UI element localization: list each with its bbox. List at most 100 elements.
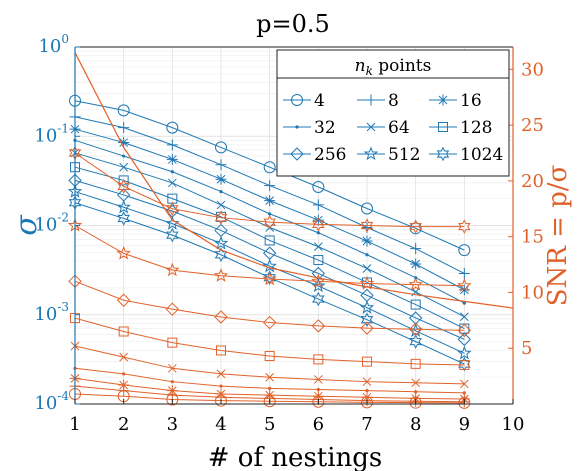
sigma-point-16 [118,137,130,149]
x-tick-label: 8 [410,414,421,435]
snr-point-64 [167,363,177,373]
snr-point-1024 [166,201,179,217]
snr-point-64 [313,375,323,384]
legend-entry-512: 512 [357,145,420,165]
legend-box [276,49,510,177]
legend-label: 256 [314,145,346,165]
sigma-series-8 [69,111,470,279]
sigma-line-1024 [74,202,465,365]
x-tick-label: 9 [459,414,470,435]
sigma-line-128 [74,166,465,330]
snr-point-64 [216,369,226,379]
snr-point-16 [118,379,130,391]
y-left-tick-label: 10-1 [34,121,69,146]
legend-entry-64: 64 [357,118,410,138]
y-left-tick-label: 10-4 [34,389,69,414]
sigma-point-8 [166,139,178,151]
snr-point-256 [262,315,277,330]
snr-point-1024 [117,179,130,194]
snr-line-top [74,52,514,309]
snr-point-512 [262,271,277,286]
sigma-point-16 [215,173,227,185]
sigma-point-8 [312,199,324,211]
snr-point-64 [362,377,372,387]
sigma-point-8 [264,180,276,192]
y-left-tick-label: 100 [38,32,69,57]
snr-point-16 [215,388,227,400]
x-tick-label: 5 [264,414,275,435]
snr-point-16 [361,391,373,403]
snr-point-16 [264,389,276,401]
snr-point-256 [165,302,180,316]
legend-marker [436,146,450,162]
y-axis-right-label: SNR = p/σ [543,165,573,307]
snr-point-256 [360,321,374,335]
sigma-series-32 [73,138,466,305]
snr-point-128 [410,358,421,369]
sigma-point-32 [170,170,174,174]
y-right-tick-label: 30 [521,59,544,80]
sigma-point-32 [122,154,126,158]
legend-marker [365,94,377,106]
legend-entry-8: 8 [357,91,399,111]
sigma-point-1024 [458,356,471,372]
snr-point-64 [459,379,469,389]
snr-point-128 [167,337,178,348]
snr-point-512 [213,268,229,282]
snr-point-32 [268,386,272,390]
snr-point-64 [119,352,129,362]
snr-point-1024 [409,219,422,234]
sigma-point-16 [410,258,422,270]
snr-point-16 [166,385,178,397]
sigma-point-4 [263,161,276,174]
snr-point-32 [365,389,369,393]
y-axis-left-label: σ [9,214,44,236]
y-left-tick-label: 10-2 [34,211,69,236]
snr-curves [67,52,514,409]
sigma-point-16 [361,235,373,247]
sigma-point-8 [458,267,470,279]
y-right-tick-label: 25 [521,115,544,136]
snr-point-256 [214,310,228,324]
sigma-point-32 [316,231,320,235]
tick-labels: 1 2 3 4 5 6 7 8 9 10 10-4 10-3 10-2 10-1 100 5 10 15 20 25 3… [34,32,544,435]
snr-line-1024 [74,152,465,228]
snr-point-512 [165,262,180,277]
sigma-point-32 [462,301,466,305]
legend-entry-1024: 1024 [429,145,503,165]
sigma-point-64 [459,312,469,322]
y-right-tick-label: 10 [521,282,544,303]
snr-series-16 [69,372,470,405]
snr-point-128 [264,351,275,362]
sigma-point-512 [165,215,180,230]
legend: nk points 4 8 16 32 64 128 256 512 1024 [276,49,510,177]
legend-marker [366,122,376,132]
sigma-point-64 [216,200,226,210]
snr-series-32 [73,366,466,395]
snr-point-128 [459,359,470,370]
legend-label: 8 [388,91,399,111]
snr-point-1024 [214,210,228,225]
snr-point-128 [313,354,324,365]
snr-point-256 [311,319,326,333]
snr-point-128 [216,345,226,356]
x-tick-label: 4 [215,414,226,435]
snr-point-256 [116,293,131,307]
snr-point-512 [408,276,423,291]
snr-point-256 [457,323,472,338]
x-tick-label: 1 [69,414,80,435]
legend-marker [437,94,449,106]
sigma-point-32 [365,253,369,257]
y-left-tick-label: 10-3 [34,300,69,325]
x-tick-label: 2 [118,414,129,435]
snr-series-128 [70,313,470,370]
snr-point-32 [316,387,320,392]
sigma-point-64 [119,162,129,172]
sigma-series-4 [69,94,471,257]
snr-line-512 [74,225,465,287]
sigma-point-4 [458,244,471,257]
snr-series-64 [70,341,469,389]
sigma-point-128 [118,175,129,186]
sigma-line-512 [74,191,465,354]
